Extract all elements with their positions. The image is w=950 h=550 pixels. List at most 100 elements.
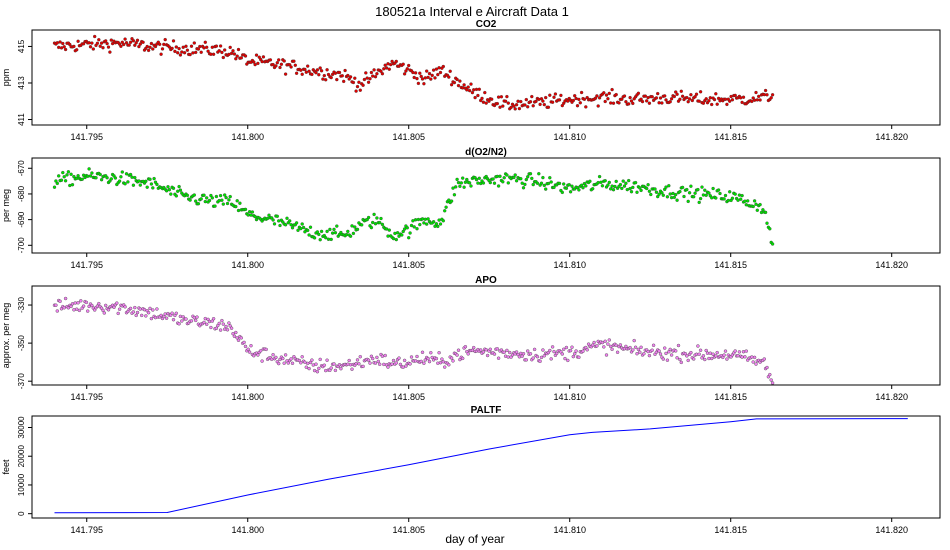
data-point — [188, 52, 192, 57]
data-point — [433, 76, 437, 80]
data-point — [531, 356, 535, 360]
data-point — [458, 79, 462, 83]
data-point — [419, 74, 423, 79]
data-point — [481, 100, 486, 104]
data-point — [178, 314, 183, 319]
data-point — [234, 204, 238, 209]
data-point — [192, 316, 196, 320]
data-point — [290, 226, 295, 230]
data-point — [603, 99, 607, 104]
data-point — [577, 188, 581, 192]
data-point — [192, 193, 196, 197]
data-point — [476, 93, 480, 98]
data-point — [225, 328, 230, 332]
data-point — [348, 75, 353, 79]
data-point — [573, 352, 577, 356]
data-point — [416, 81, 421, 86]
figure-title: 180521a Interval e Aircraft Data 1 — [375, 4, 569, 19]
data-point — [243, 207, 248, 212]
panel-title: APO — [475, 275, 497, 286]
data-point — [506, 181, 510, 185]
data-point — [740, 355, 744, 359]
data-point — [146, 48, 151, 53]
data-point — [402, 72, 407, 76]
data-point — [496, 356, 501, 360]
y-tick-label: 30000 — [17, 416, 26, 439]
data-point — [436, 72, 440, 77]
data-point — [602, 91, 606, 95]
data-point — [315, 370, 320, 374]
data-point — [358, 88, 362, 92]
y-tick-label: -690 — [17, 211, 26, 228]
data-point — [87, 41, 91, 45]
data-point — [300, 222, 304, 226]
data-point — [678, 97, 682, 101]
data-point — [337, 363, 342, 367]
data-point — [538, 102, 542, 107]
data-point — [660, 191, 664, 195]
data-point — [173, 49, 177, 54]
data-point — [686, 358, 690, 363]
data-point — [418, 222, 422, 227]
data-point — [198, 44, 202, 49]
data-point — [710, 102, 714, 107]
data-point — [687, 97, 692, 101]
data-point — [319, 229, 324, 234]
data-point — [443, 365, 447, 369]
data-point — [697, 200, 701, 205]
data-point — [669, 353, 674, 357]
data-point — [63, 179, 68, 183]
data-point — [537, 97, 541, 102]
y-tick-label: -700 — [17, 237, 26, 254]
data-point — [185, 193, 190, 198]
data-point — [631, 101, 635, 106]
data-point — [679, 360, 683, 365]
data-point — [387, 228, 391, 232]
data-point — [80, 177, 84, 181]
data-point — [610, 347, 614, 351]
series-paltf — [54, 418, 908, 514]
data-point — [182, 51, 187, 55]
data-point — [70, 183, 75, 187]
x-tick-label: 141.805 — [392, 260, 425, 270]
data-point — [368, 77, 372, 81]
x-tick-label: 141.815 — [714, 392, 747, 402]
data-point — [506, 355, 510, 359]
data-point — [99, 41, 104, 45]
data-point — [128, 306, 133, 311]
data-point — [769, 378, 773, 382]
data-point — [293, 63, 297, 67]
data-point — [247, 210, 252, 214]
data-point — [476, 181, 480, 185]
data-point — [260, 359, 264, 363]
data-point — [322, 73, 326, 78]
data-point — [528, 100, 533, 104]
data-point — [434, 356, 439, 361]
data-point — [714, 92, 718, 96]
data-point — [667, 184, 671, 188]
x-axis-label: day of year — [445, 532, 504, 546]
data-point — [282, 361, 286, 365]
data-point — [736, 354, 740, 358]
data-point — [274, 64, 278, 68]
data-point — [614, 92, 618, 97]
data-point — [553, 92, 558, 96]
data-point — [573, 94, 577, 98]
data-point — [716, 188, 721, 192]
data-point — [268, 58, 273, 62]
data-point — [696, 187, 700, 192]
data-point — [480, 96, 484, 101]
data-point — [664, 185, 668, 189]
data-point — [697, 99, 701, 103]
data-point — [694, 92, 699, 96]
data-point — [535, 355, 540, 359]
data-point — [657, 192, 661, 196]
data-point — [740, 100, 744, 105]
data-point — [686, 100, 690, 104]
data-point — [364, 71, 368, 75]
data-point — [394, 237, 398, 242]
data-point — [711, 186, 715, 191]
data-point — [116, 311, 120, 316]
data-point — [167, 188, 172, 192]
data-point — [325, 68, 329, 72]
